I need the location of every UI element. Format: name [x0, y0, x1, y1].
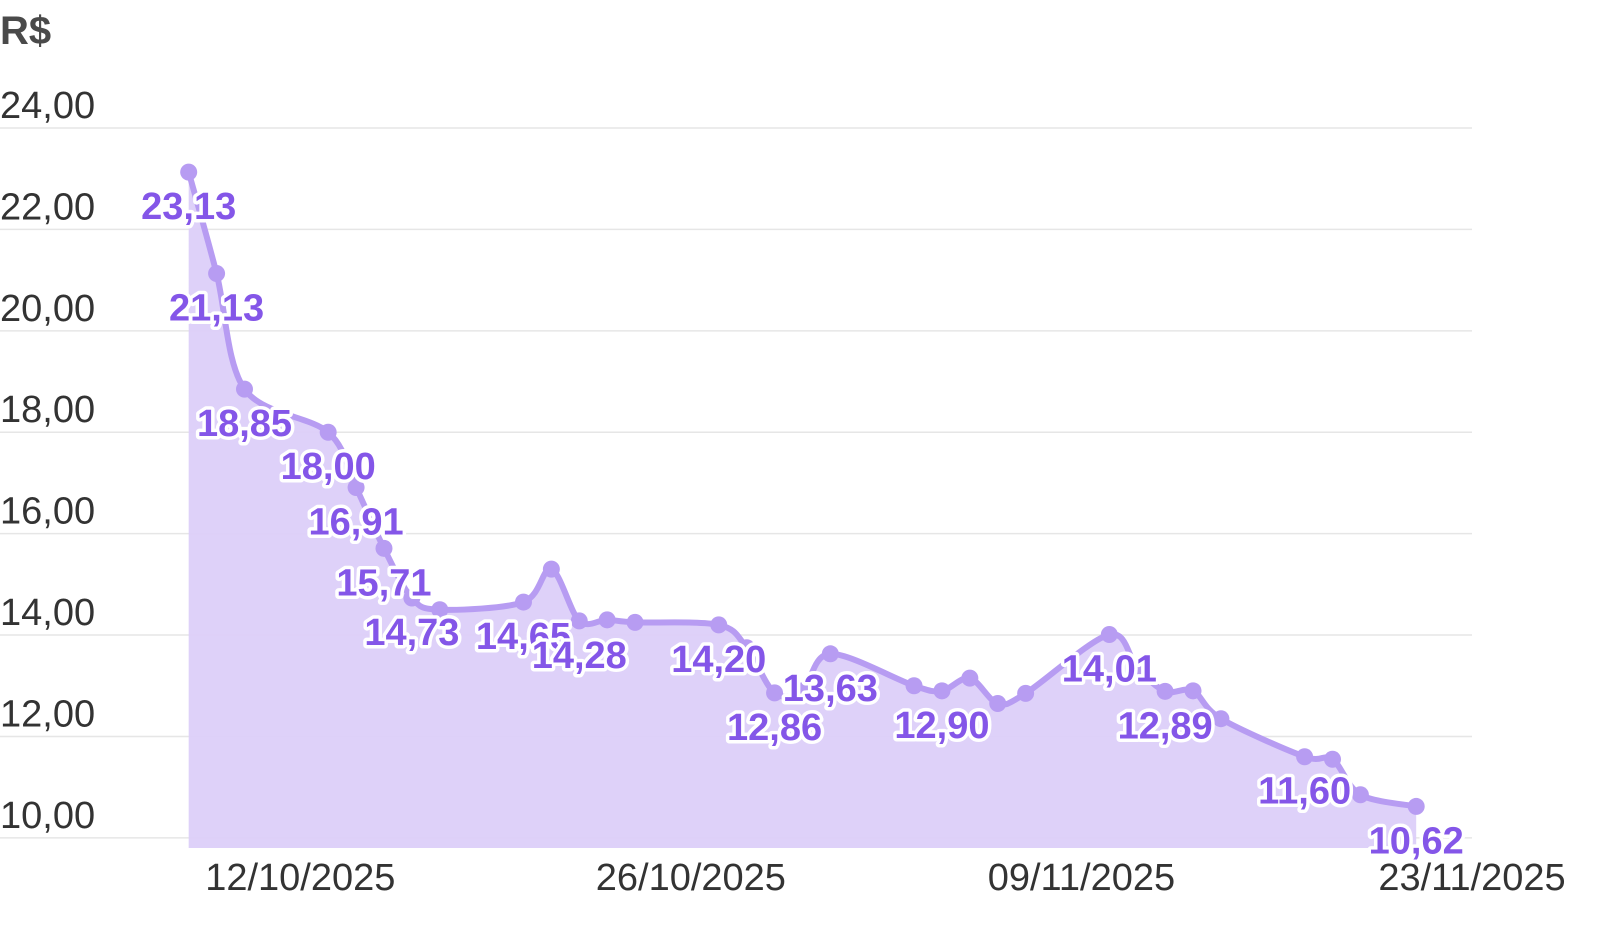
y-axis: 10,00 12,00 14,00 16,00 18,00 20,00 22,00 24,00: [0, 85, 95, 837]
data-label: 14,65: [476, 616, 571, 658]
data-point: [626, 613, 644, 631]
data-label: 14,20: [671, 639, 766, 681]
data-point: [989, 694, 1007, 712]
y-tick-label: 10,00: [0, 795, 95, 837]
data-point: [1156, 682, 1174, 700]
data-point: [375, 539, 393, 557]
data-label: 12,86: [727, 707, 822, 749]
x-axis: 12/10/2025 26/10/2025 09/11/2025 23/11/2025: [205, 857, 1565, 899]
data-point: [738, 639, 756, 657]
unit-label: R$: [0, 9, 51, 53]
data-label: 12,90: [894, 705, 989, 747]
data-label: 15,71: [336, 562, 431, 604]
data-points: [180, 163, 1425, 815]
data-point: [431, 601, 449, 619]
data-label: 10,62: [1369, 820, 1464, 862]
y-tick-label: 12,00: [0, 693, 95, 735]
data-point: [598, 611, 616, 629]
data-label: 12,89: [1118, 705, 1213, 747]
data-label: 11,60: [1258, 771, 1351, 813]
x-tick-label: 12/10/2025: [205, 857, 395, 899]
data-point: [766, 684, 784, 702]
data-label: 13,63: [783, 668, 878, 710]
data-point: [1351, 786, 1369, 804]
data-point: [1128, 659, 1146, 677]
data-point: [235, 380, 253, 398]
data-point: [347, 478, 365, 496]
data-point: [570, 612, 588, 630]
data-point: [933, 682, 951, 700]
data-point: [208, 265, 226, 283]
data-point: [319, 423, 337, 441]
data-point: [905, 677, 923, 695]
data-point: [1407, 797, 1425, 815]
data-label: 21,13: [169, 288, 264, 330]
data-label: 16,91: [309, 501, 404, 543]
data-label: 14,73: [364, 612, 459, 654]
data-point: [542, 560, 560, 578]
data-point: [1184, 682, 1202, 700]
data-point: [514, 593, 532, 611]
data-point: [710, 616, 728, 634]
data-point: [1296, 748, 1314, 766]
y-tick-label: 20,00: [0, 288, 95, 330]
data-point: [1212, 710, 1230, 728]
y-tick-label: 24,00: [0, 85, 95, 127]
data-point: [403, 589, 421, 607]
x-tick-label: 23/11/2025: [1378, 857, 1565, 899]
y-tick-label: 16,00: [0, 491, 95, 533]
y-tick-label: 18,00: [0, 389, 95, 431]
data-label: 18,85: [197, 403, 292, 445]
y-tick-label: 22,00: [0, 186, 95, 228]
data-label: 14,01: [1062, 649, 1157, 691]
data-label: 18,00: [281, 446, 376, 488]
y-tick-label: 14,00: [0, 592, 95, 634]
data-label: 14,28: [532, 635, 627, 677]
data-point: [1324, 750, 1342, 768]
data-point: [180, 163, 198, 181]
data-point: [793, 682, 811, 700]
x-tick-label: 26/10/2025: [596, 857, 786, 899]
data-point: [1017, 684, 1035, 702]
data-label: 23,13: [141, 186, 236, 228]
data-point: [821, 645, 839, 663]
series-area: [188, 172, 1417, 848]
data-point: [1100, 626, 1118, 644]
x-tick-label: 09/11/2025: [988, 857, 1175, 899]
data-point: [961, 669, 979, 687]
